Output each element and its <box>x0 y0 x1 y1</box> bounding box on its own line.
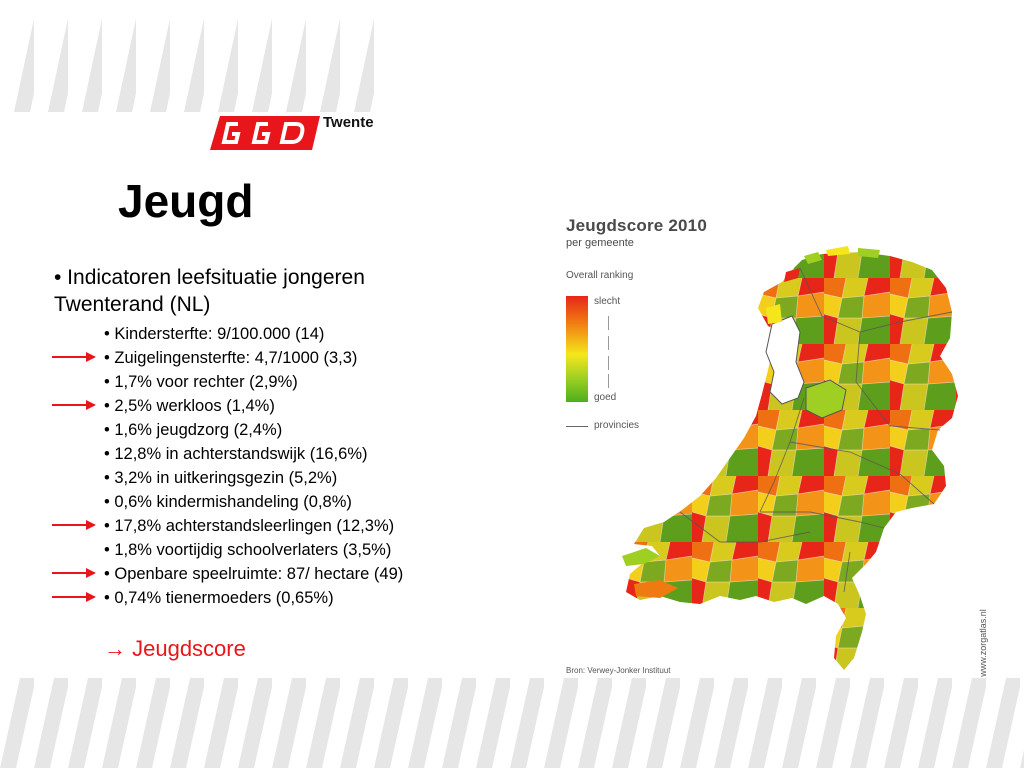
indicator-item: • 1,8% voortijdig schoolverlaters (3,5%) <box>104 538 403 562</box>
legend-province-label: provincies <box>594 420 640 431</box>
bottom-stripe-band <box>0 678 1024 768</box>
map-site-credit: www.zorgatlas.nl <box>976 609 990 677</box>
legend-province-line <box>566 426 588 427</box>
indicator-text: • 12,8% in achterstandswijk (16,6%) <box>104 445 368 463</box>
indicator-text: • 1,7% voor rechter (2,9%) <box>104 373 298 391</box>
legend-heading: Overall ranking <box>566 270 634 281</box>
site-text: www.zorgatlas.nl <box>978 609 988 677</box>
indicator-item: • Openbare speelruimte: 87/ hectare (49) <box>52 562 404 586</box>
indicator-item: • 1,6% jeugdzorg (2,4%) <box>104 418 403 442</box>
indicator-text: • 1,6% jeugdzorg (2,4%) <box>104 421 283 439</box>
indicator-text: • 2,5% werkloos (1,4%) <box>104 397 275 415</box>
page-title: Jeugd <box>118 175 254 227</box>
indicator-item: • Kindersterfte: 9/100.000 (14) <box>104 322 403 346</box>
legend-tick <box>608 374 609 388</box>
indicator-text: • 1,8% voortijdig schoolverlaters (3,5%) <box>104 541 392 559</box>
indicator-item: • 17,8% achterstandsleerlingen (12,3%) <box>52 514 403 538</box>
indicator-text: • 17,8% achterstandsleerlingen (12,3%) <box>104 517 395 535</box>
indicator-list: • Kindersterfte: 9/100.000 (14) • Zuigel… <box>52 322 404 610</box>
main-bullet: • Indicatoren leefsituatie jongeren Twen… <box>54 266 365 316</box>
legend-color-scale <box>566 296 588 402</box>
indicator-text: • Zuigelingensterfte: 4,7/1000 (3,3) <box>104 349 358 367</box>
map-title: Jeugdscore 2010 <box>566 216 707 235</box>
map-panel: Jeugdscore 2010 per gemeente Overall ran… <box>560 212 1000 678</box>
arrow-right-icon <box>52 400 96 410</box>
map-subtitle: per gemeente <box>566 237 634 249</box>
indicator-item: • 2,5% werkloos (1,4%) <box>52 394 403 418</box>
indicator-text: • Kindersterfte: 9/100.000 (14) <box>104 325 325 343</box>
indicator-item: • 3,2% in uitkeringsgezin (5,2%) <box>104 466 403 490</box>
ggd-logo <box>208 114 388 154</box>
indicator-text: • 0,74% tienermoeders (0,65%) <box>104 589 334 607</box>
legend-tick <box>608 356 609 370</box>
indicator-item: • 0,6% kindermishandeling (0,8%) <box>104 490 403 514</box>
conclusion-jeugdscore: → Jeugdscore <box>104 636 246 661</box>
arrow-right-icon <box>52 568 96 578</box>
logo-text: Twente <box>323 114 374 131</box>
indicator-text: • 3,2% in uitkeringsgezin (5,2%) <box>104 469 338 487</box>
indicator-text: • Openbare speelruimte: 87/ hectare (49) <box>104 565 404 583</box>
indicator-item: • 1,7% voor rechter (2,9%) <box>104 370 403 394</box>
map-source: Bron: Verwey-Jonker Instituut <box>566 666 671 675</box>
arrow-right-icon <box>52 520 96 530</box>
arrow-right-icon <box>52 592 96 602</box>
arrow-right-icon <box>52 352 96 362</box>
top-stripe-band <box>0 0 1024 112</box>
legend-high-label: slecht <box>594 296 621 307</box>
indicator-text: • 0,6% kindermishandeling (0,8%) <box>104 493 352 511</box>
indicator-item: • 12,8% in achterstandswijk (16,6%) <box>104 442 403 466</box>
legend-tick <box>608 336 609 350</box>
legend-tick <box>608 316 609 330</box>
indicator-item: • Zuigelingensterfte: 4,7/1000 (3,3) <box>52 346 403 370</box>
indicator-item: • 0,74% tienermoeders (0,65%) <box>52 586 403 610</box>
netherlands-map <box>622 246 958 670</box>
legend-low-label: goed <box>594 392 617 403</box>
